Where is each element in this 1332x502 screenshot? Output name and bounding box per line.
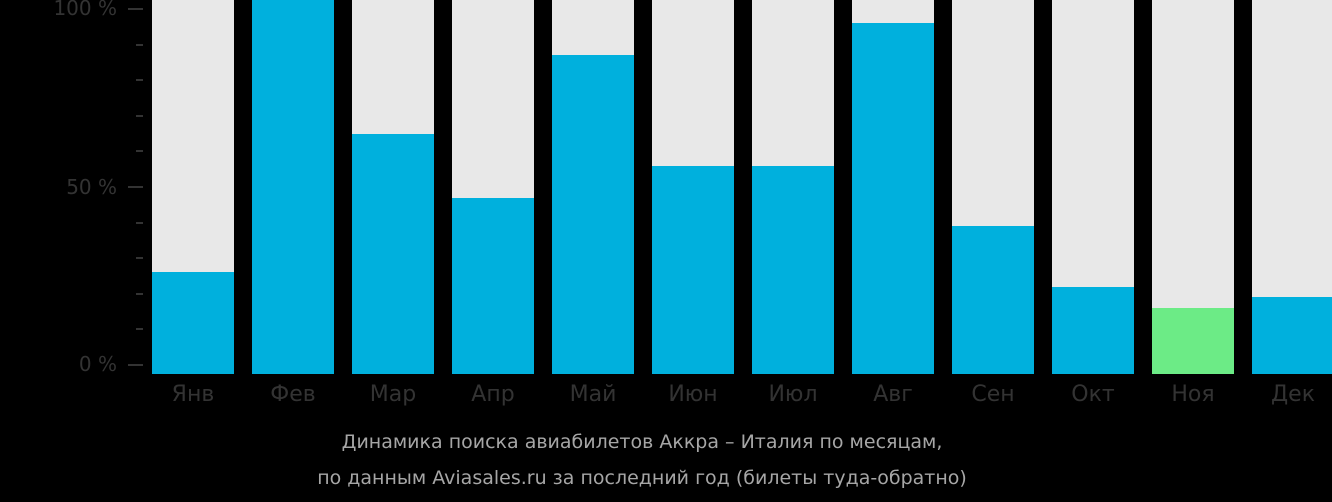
x-tick-label: Мар [369,382,417,407]
chart-caption-line1: Динамика поиска авиабилетов Аккра – Итал… [341,431,943,453]
y-tick-label-0: 0 % [78,352,117,376]
bar-track [852,0,934,374]
bar-track [752,0,834,374]
bar-Окт [1052,286,1134,374]
bar-track [552,0,634,374]
y-tick [136,43,143,46]
bar-Ноя [1152,308,1234,374]
y-tick [136,221,143,224]
bar-track [952,0,1034,374]
x-tick-label: Окт [1071,382,1115,407]
bar-Июл [752,165,834,374]
chart-caption-line2: по данным Aviasales.ru за последний год … [317,467,967,489]
x-tick-label: Дек [1270,382,1315,407]
y-tick [128,186,143,188]
y-tick [136,150,143,153]
bar-Дек [1252,297,1332,374]
bar-track [452,0,534,374]
y-tick-label-100: 100 % [53,0,117,20]
y-tick [136,257,143,260]
x-tick-label: Июл [768,382,818,407]
bar-track [652,0,734,374]
x-tick-label: Янв [171,382,215,407]
y-tick [136,292,143,295]
x-tick-label: Сен [971,382,1015,407]
bar-Авг [852,23,934,374]
x-tick-label: Ноя [1171,382,1215,407]
x-tick-label: Июн [668,382,718,407]
y-tick [136,114,143,117]
y-tick [128,364,143,366]
bar-Апр [452,197,534,374]
bar-track [1152,0,1234,374]
bar-Янв [152,272,234,374]
bar-track [1252,0,1332,374]
bar-track [352,0,434,374]
bar-track [1052,0,1134,374]
x-tick-label: Фев [270,382,316,407]
bar-Мар [352,133,434,374]
bar-Июн [652,165,734,374]
bar-track [252,0,334,374]
bar-Сен [952,226,1034,374]
x-tick-label: Авг [873,382,913,407]
bar-track [152,0,234,374]
y-tick [128,8,143,10]
bar-Май [552,55,634,374]
y-tick-label-50: 50 % [66,175,117,199]
x-tick-label: Май [569,382,617,407]
x-tick-label: Апр [471,382,515,407]
y-tick [136,79,143,82]
y-tick [136,328,143,331]
bar-Фев [252,0,334,374]
